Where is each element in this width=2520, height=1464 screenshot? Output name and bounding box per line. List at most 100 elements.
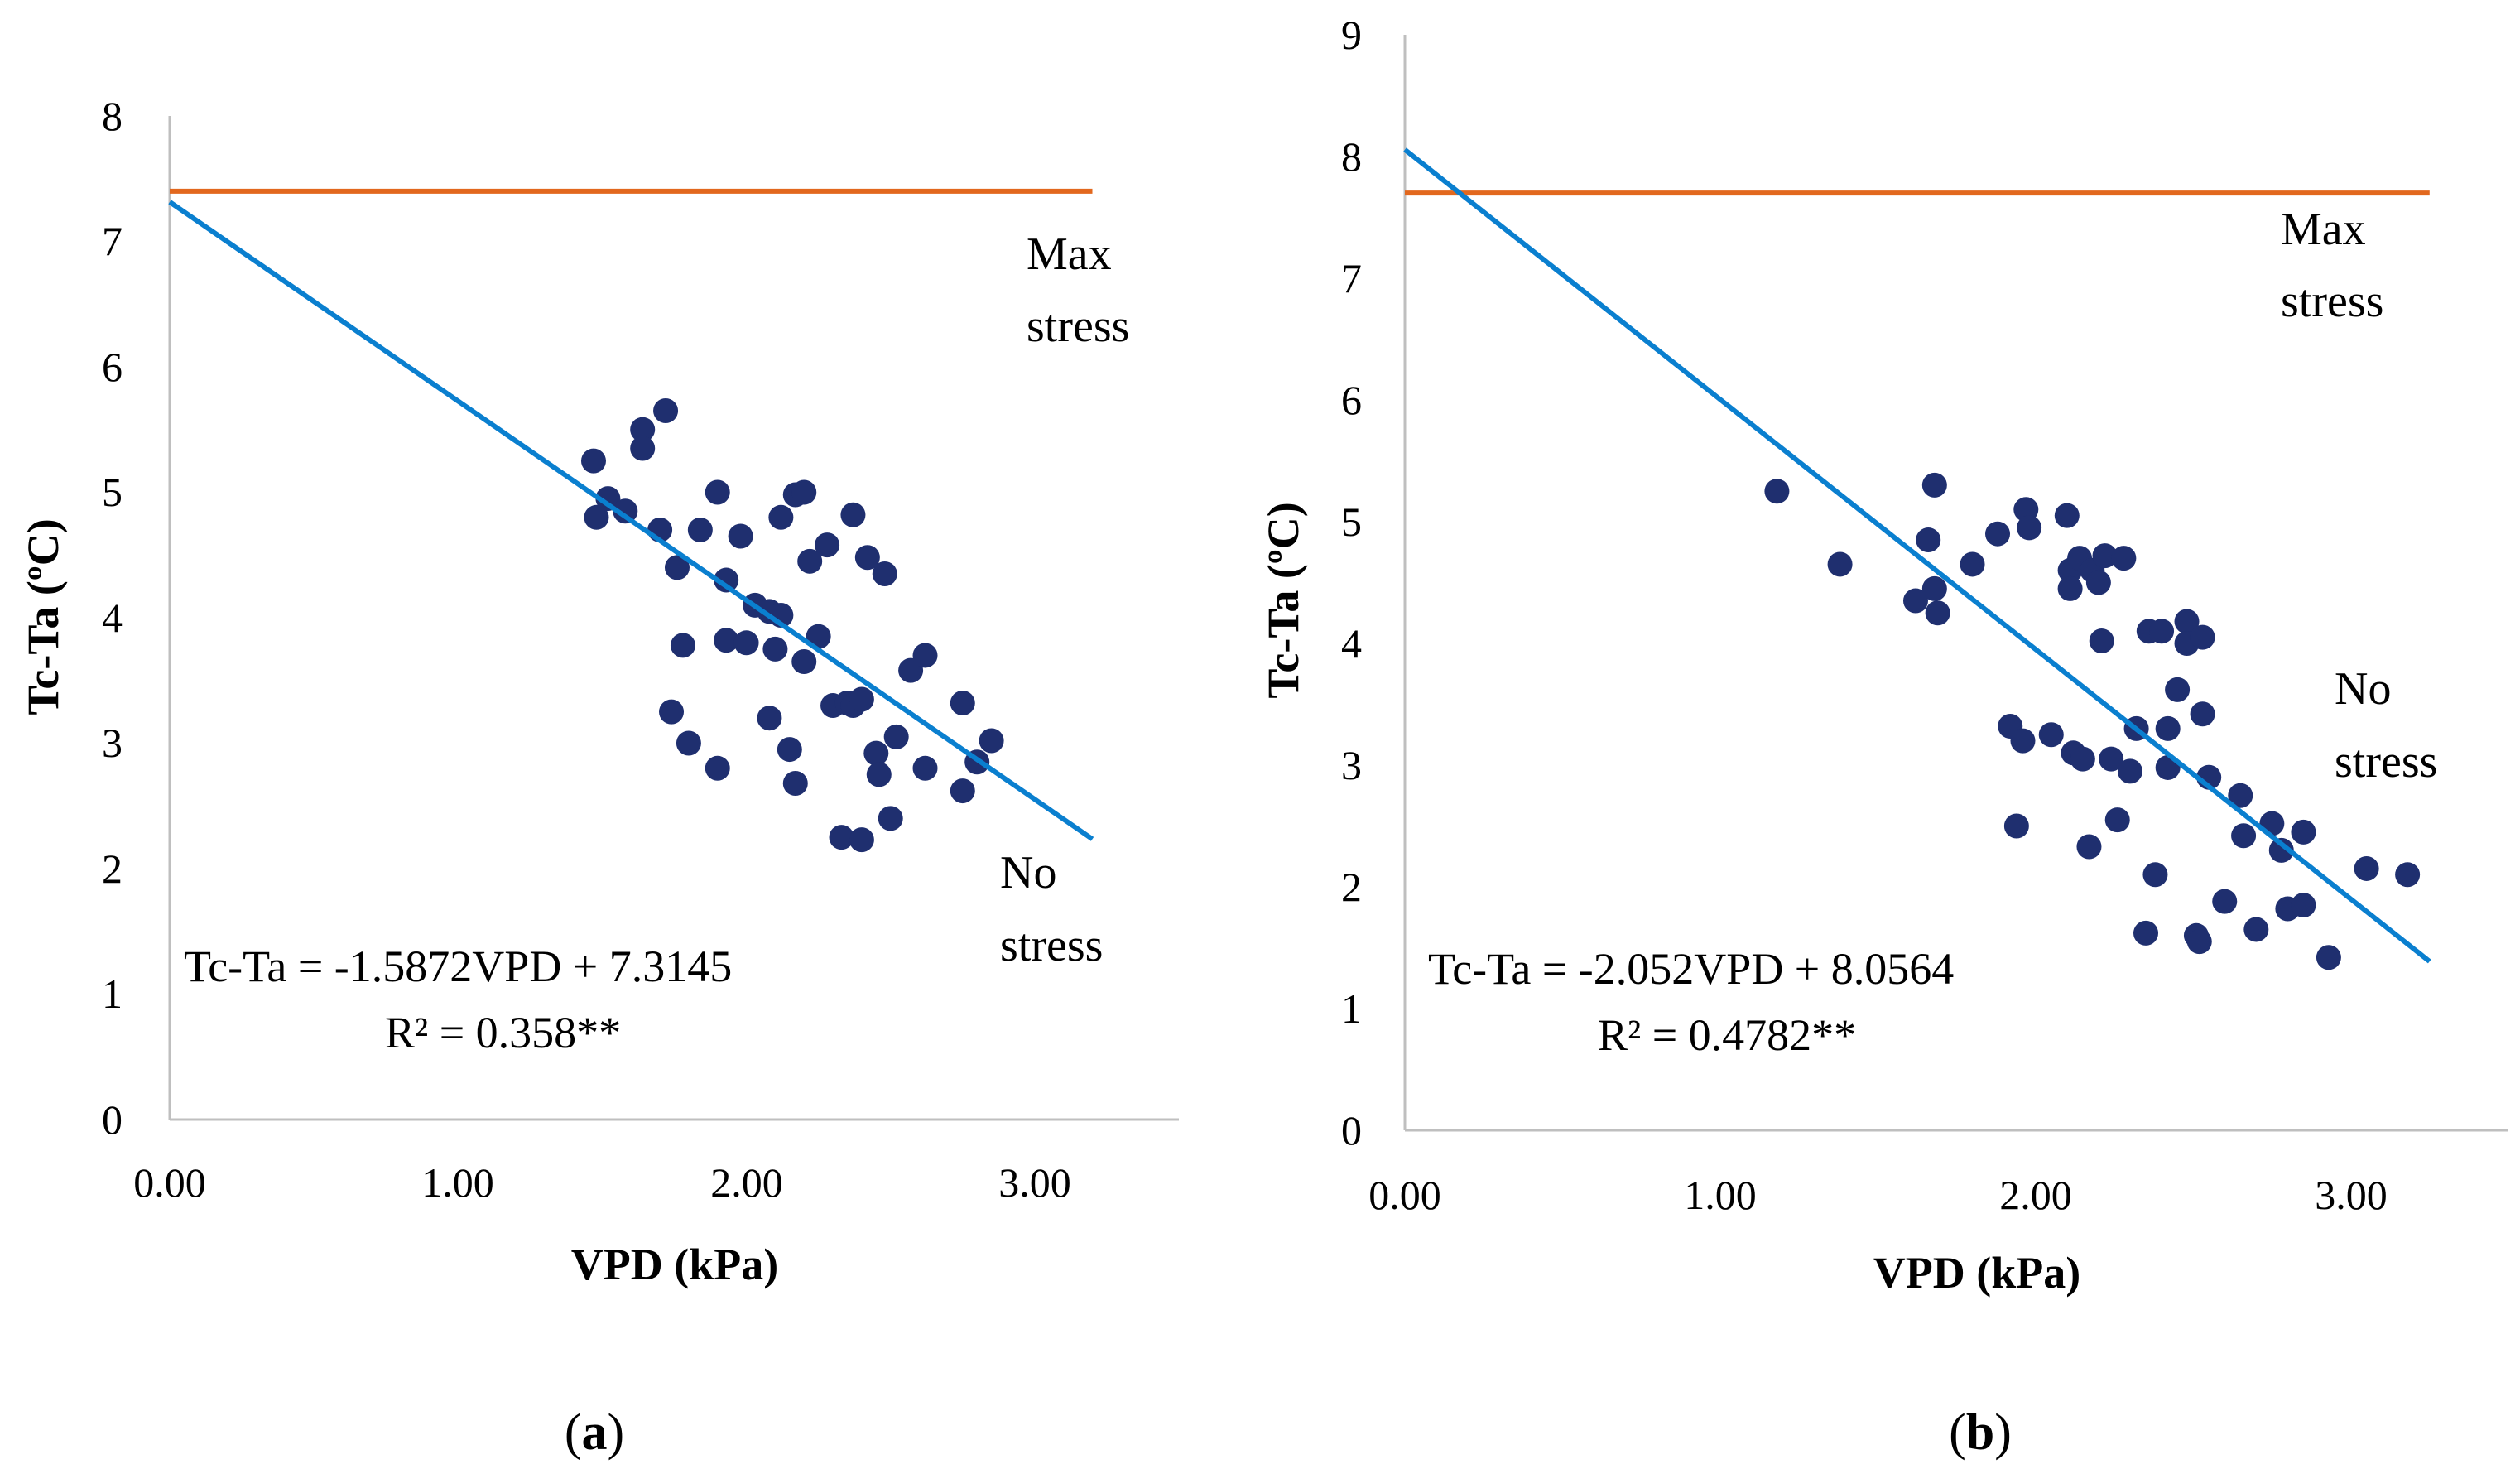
panel-a-data-point — [728, 523, 753, 549]
panel-a-data-point — [687, 517, 713, 542]
panel-a-data-point — [912, 755, 938, 781]
panel-b-data-point — [2243, 917, 2269, 942]
panel-b-data-point — [2174, 609, 2200, 634]
panel-a-data-point — [849, 686, 874, 712]
panel-a-data-point — [768, 504, 794, 530]
panel-b-y-axis-title: Tc-Ta (ºC) — [1258, 502, 1308, 698]
panel-b-data-point — [2212, 889, 2238, 914]
panel-a-data-point — [863, 740, 889, 766]
panel-b-data-point — [2076, 834, 2102, 860]
panel-b-data-point — [2117, 758, 2142, 784]
panel-b-data-point — [2142, 862, 2168, 888]
panel-b-y-tick-label: 5 — [1341, 498, 1362, 545]
panel-b-y-tick-label: 6 — [1341, 377, 1362, 423]
panel-a-y-axis-title: Tc-Ta (ºC) — [18, 518, 68, 715]
panel-b-y-tick-label: 7 — [1341, 255, 1362, 301]
panel-a-y-tick-labels: 0 1 2 3 4 5 6 7 8 — [102, 93, 123, 1143]
panel-a-data-point — [840, 502, 866, 527]
panel-b-y-tick-label: 1 — [1341, 985, 1362, 1032]
panel-a-y-tick-label: 1 — [102, 970, 123, 1017]
panel-b-data-point — [1902, 588, 1928, 614]
panel-b-data-point — [2133, 920, 2159, 946]
panel-a-y-tick-label: 0 — [102, 1096, 123, 1143]
panel-b-y-tick-label: 0 — [1341, 1107, 1362, 1153]
panel-a-label: (a) — [565, 1404, 624, 1461]
panel-a-data-point — [670, 633, 695, 658]
panel-a-max-stress-label: stress — [1027, 301, 1129, 352]
panel-a-data-point — [580, 448, 606, 474]
panel-b-data-point — [1764, 479, 1790, 504]
panel-b-data-point — [1921, 472, 1947, 498]
panel-b-label: (b) — [1949, 1404, 2012, 1461]
panel-a-y-tick-label: 3 — [102, 720, 123, 766]
panel-a-data-point — [676, 730, 701, 756]
panel-b-data-point — [2054, 503, 2080, 528]
panel-b-data-point — [2149, 619, 2175, 644]
panel-b-data-point — [2057, 575, 2083, 601]
panel-a-data-point — [653, 398, 679, 424]
panel-b-x-tick-label: 2.00 — [1999, 1172, 2072, 1218]
panel-b-data-point — [2316, 945, 2341, 970]
panel-b-y-tick-label: 2 — [1341, 864, 1362, 910]
panel-a-y-tick-label: 7 — [102, 218, 123, 264]
panel-b-data-point — [2190, 701, 2215, 727]
panel-b-y-tick-label: 3 — [1341, 742, 1362, 788]
panel-b-data-point — [2111, 546, 2137, 571]
panel-a-data-point — [714, 628, 739, 653]
panel-b-data-point — [2085, 570, 2111, 595]
panel-a-data-point — [912, 643, 938, 668]
panel-a-data-point — [791, 479, 817, 505]
panel-b-data-point — [2228, 783, 2253, 808]
panel-b-data-point — [2268, 837, 2294, 863]
panel-a-data-point — [705, 755, 730, 781]
panel-a-x-axis-title: VPD (kPa) — [571, 1240, 778, 1289]
panel-b-data-point — [2165, 677, 2191, 702]
panel-b-data-point — [2186, 929, 2212, 955]
panel-b-y-tick-label: 9 — [1341, 12, 1362, 58]
panel-b-data-point — [2354, 855, 2379, 881]
panel-b-data-point — [2003, 813, 2029, 839]
panel-a-y-tick-label: 5 — [102, 469, 123, 515]
panel-b-data-point — [2155, 715, 2181, 741]
panel-a-data-point — [829, 825, 854, 850]
panel-b-y-tick-label: 8 — [1341, 133, 1362, 180]
panel-a-x-tick-label: 2.00 — [710, 1159, 783, 1206]
panel-a-r-squared: R² = 0.358** — [385, 1008, 621, 1057]
panel-a-data-point — [849, 827, 874, 853]
panel-b-data-point — [2010, 728, 2036, 754]
panel-a-x-tick-label: 0.00 — [133, 1159, 206, 1206]
panel-a-data-point — [705, 479, 730, 505]
panel-b-data-point — [2231, 823, 2257, 849]
panel-a-data-point — [595, 486, 621, 512]
panel-b-x-tick-labels: 0.00 1.00 2.00 3.00 — [1368, 1172, 2388, 1218]
panel-a-data-point — [584, 504, 609, 530]
panel-b-data-points — [1764, 472, 2421, 970]
panel-b-data-point — [2070, 746, 2095, 772]
panel-a-no-stress-label: stress — [1000, 920, 1103, 971]
panel-a-data-point — [866, 762, 892, 787]
panel-b-r-squared: R² = 0.4782** — [1598, 1010, 1856, 1060]
panel-b-data-point — [2190, 624, 2215, 650]
panel-a-y-tick-label: 4 — [102, 595, 123, 641]
panel-a-data-point — [815, 532, 840, 558]
panel-b-data-point — [2038, 722, 2064, 748]
panel-a-x-tick-labels: 0.00 1.00 2.00 3.00 — [133, 1159, 1071, 1206]
panel-a-data-point — [782, 770, 808, 796]
panel-a-data-point — [659, 699, 685, 725]
panel-a-data-point — [630, 417, 656, 442]
panel-b-x-tick-label: 1.00 — [1684, 1172, 1757, 1218]
panel-b-data-point — [2099, 746, 2124, 772]
panel-b-y-tick-labels: 0 1 2 3 4 5 6 7 8 9 — [1341, 12, 1362, 1153]
panel-a-y-tick-label: 2 — [102, 845, 123, 892]
panel-b-data-point — [2291, 893, 2316, 918]
panel-b-data-point — [2092, 543, 2118, 569]
panel-a: 0 1 2 3 4 5 6 7 8 0.00 1.00 2.00 3.00 VP… — [18, 93, 1179, 1461]
panel-a-x-tick-label: 3.00 — [998, 1159, 1071, 1206]
panel-a-label-letter: a — [582, 1404, 608, 1461]
panel-a-data-point — [797, 548, 823, 574]
panel-a-data-point — [883, 724, 909, 749]
panel-b-data-point — [1985, 521, 2011, 547]
panel-b-data-point — [2089, 628, 2114, 654]
panel-a-data-point — [878, 806, 903, 831]
